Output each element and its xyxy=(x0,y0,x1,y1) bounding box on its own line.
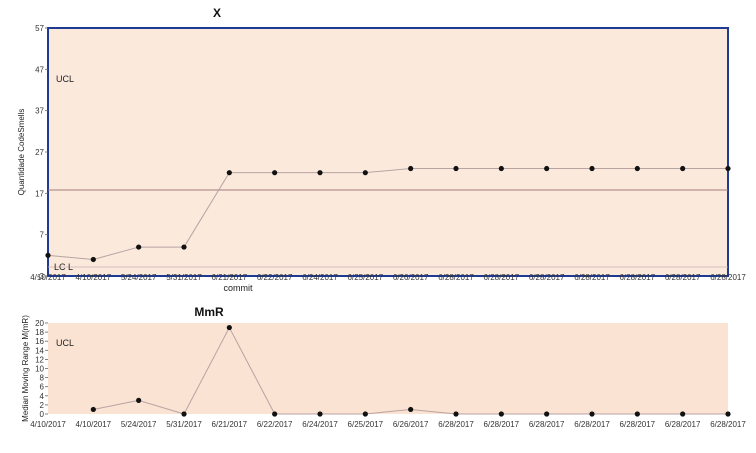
x-data-point xyxy=(317,170,323,176)
x-tick-label: 5/31/2017 xyxy=(166,420,202,429)
x-tick-label: 6/28/2017 xyxy=(620,420,656,429)
x-tick-label: 4/10/2017 xyxy=(30,420,66,429)
y-tick-label: 20 xyxy=(35,319,44,328)
x-tick-label: 6/22/2017 xyxy=(257,273,293,282)
x-tick-label: 6/28/2017 xyxy=(438,273,474,282)
mmr-data-point xyxy=(272,411,278,417)
x-chart-plot-area xyxy=(47,27,729,277)
mmr-data-point xyxy=(136,397,142,403)
y-tick-label: 27 xyxy=(35,148,44,157)
x-data-point xyxy=(680,165,686,172)
mmr-data-point xyxy=(725,411,731,417)
x-chart-title: X xyxy=(213,6,221,20)
y-tick-label: 7 xyxy=(40,231,45,240)
x-chart-lcl-label: LC L xyxy=(54,262,73,272)
x-data-point xyxy=(362,170,368,176)
x-tick-label: 6/21/2017 xyxy=(212,420,248,429)
y-tick-label: 8 xyxy=(40,374,45,383)
x-tick-label: 5/31/2017 xyxy=(166,273,202,282)
mmr-data-point xyxy=(544,411,550,417)
x-tick-label: 4/10/2017 xyxy=(76,273,112,282)
mmr-data-point xyxy=(498,411,504,417)
x-tick-label: 6/26/2017 xyxy=(393,273,429,282)
mmr-data-point xyxy=(181,411,187,417)
x-data-point xyxy=(634,165,640,172)
x-data-point xyxy=(544,165,550,172)
x-tick-label: 6/28/2017 xyxy=(484,273,520,282)
x-data-point xyxy=(272,170,278,176)
y-tick-label: 4 xyxy=(40,392,45,401)
y-tick-label: 37 xyxy=(35,107,44,116)
x-tick-label: 6/21/2017 xyxy=(212,273,248,282)
x-tick-label: 6/24/2017 xyxy=(302,273,338,282)
x-tick-label: 5/24/2017 xyxy=(121,273,157,282)
x-data-point xyxy=(136,244,142,250)
x-data-point xyxy=(181,244,187,250)
x-tick-label: 4/10/2017 xyxy=(30,273,66,282)
mmr-data-point xyxy=(362,411,368,417)
mmr-data-point xyxy=(680,411,686,417)
mmr-data-point xyxy=(90,406,96,413)
x-chart-y-axis-label: Quantidade CodeSmells xyxy=(17,109,26,196)
mmr-chart-y-axis-label: Median Moving Range M(mR) xyxy=(21,315,30,422)
y-tick-label: 14 xyxy=(35,346,44,355)
mmr-chart-plot-area xyxy=(48,323,728,414)
y-tick-label: 18 xyxy=(35,328,44,337)
y-tick-label: 16 xyxy=(35,337,44,346)
x-data-point xyxy=(725,165,731,172)
y-tick-label: -3 xyxy=(37,272,45,281)
x-tick-label: 6/28/2017 xyxy=(710,273,746,282)
x-data-point xyxy=(226,170,232,176)
x-tick-label: 6/28/2017 xyxy=(710,420,746,429)
x-data-point xyxy=(498,165,504,172)
x-series-line xyxy=(47,168,728,260)
x-tick-label: 6/28/2017 xyxy=(484,420,520,429)
y-tick-label: 47 xyxy=(35,65,44,74)
x-tick-label: 6/28/2017 xyxy=(438,420,474,429)
y-tick-label: 12 xyxy=(35,355,44,364)
y-tick-label: 10 xyxy=(35,365,44,374)
mmr-data-point xyxy=(589,411,595,417)
x-tick-label: 6/28/2017 xyxy=(574,420,610,429)
x-data-point xyxy=(453,165,459,172)
x-tick-label: 5/24/2017 xyxy=(121,420,157,429)
x-tick-label: 6/24/2017 xyxy=(302,420,338,429)
x-tick-label: 6/28/2017 xyxy=(574,273,610,282)
mmr-data-point xyxy=(317,411,323,417)
x-chart-ucl-label: UCL xyxy=(56,74,74,84)
x-tick-label: 6/28/2017 xyxy=(529,420,565,429)
x-tick-label: 6/26/2017 xyxy=(393,420,429,429)
x-tick-label: 6/25/2017 xyxy=(348,420,384,429)
mmr-data-point xyxy=(634,411,640,417)
mmr-chart-title: MmR xyxy=(194,305,224,319)
x-data-point xyxy=(45,252,51,258)
x-tick-label: 4/10/2017 xyxy=(76,420,112,429)
mmr-chart-ucl-label: UCL xyxy=(56,338,74,348)
x-tick-label: 6/22/2017 xyxy=(257,420,293,429)
y-tick-label: 2 xyxy=(40,401,45,410)
x-tick-label: 6/28/2017 xyxy=(665,420,701,429)
x-data-point xyxy=(90,256,96,263)
x-tick-label: 6/28/2017 xyxy=(620,273,656,282)
y-tick-label: 6 xyxy=(40,383,45,392)
x-data-point xyxy=(589,165,595,172)
x-data-point xyxy=(408,165,414,172)
mmr-data-point xyxy=(453,411,459,417)
x-chart-x-axis-label: commit xyxy=(224,283,253,293)
x-tick-label: 6/25/2017 xyxy=(348,273,384,282)
x-tick-label: 6/28/2017 xyxy=(529,273,565,282)
x-tick-label: 6/28/2017 xyxy=(665,273,701,282)
y-tick-label: 57 xyxy=(35,24,44,33)
mmr-data-point xyxy=(408,406,414,413)
y-tick-label: 17 xyxy=(35,189,44,198)
mmr-data-point xyxy=(226,324,232,331)
y-tick-label: 0 xyxy=(40,410,45,419)
